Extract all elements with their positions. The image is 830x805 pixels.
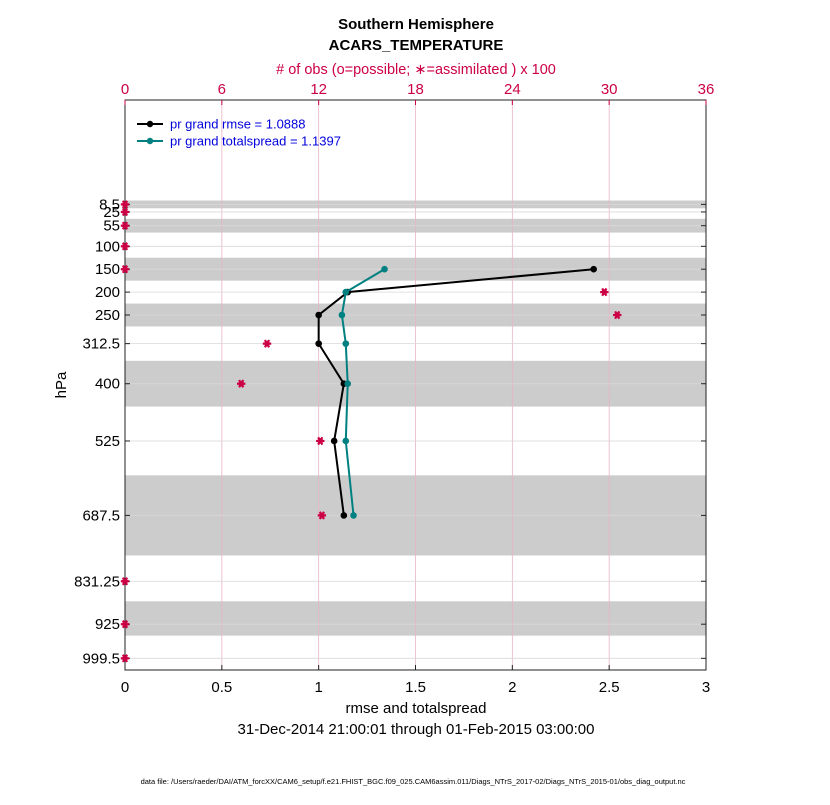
x-tick-label-2: 1	[314, 679, 322, 696]
axis-ticks	[124, 100, 707, 670]
top-axis-label: # of obs (o=possible; ∗=assimilated ) x …	[276, 62, 556, 78]
y-tick-label-8: 400	[95, 376, 120, 393]
obs-marker-11	[120, 577, 130, 586]
top-tick-labels: 0 6 12 18 24 30 36	[121, 81, 715, 98]
series-1-point-2	[338, 311, 346, 319]
legend-spread-label: pr grand totalspread = 1.1397	[170, 134, 341, 149]
x-tick-labels: 0 0.5 1 1.5 2 2.5 3	[121, 679, 710, 696]
top-tick-label-4: 24	[504, 81, 521, 98]
series-0-point-5	[330, 437, 338, 445]
y-tick-label-12: 925	[95, 616, 120, 633]
x-tick-label-4: 2	[508, 679, 516, 696]
obs-marker-10	[317, 511, 327, 520]
series-0-point-3	[315, 340, 322, 347]
chart-title: Southern Hemisphere	[338, 16, 494, 33]
legend-rmse-marker	[146, 120, 154, 128]
obs-marker-1	[120, 207, 130, 217]
date-range: 31-Dec-2014 21:00:01 through 01-Feb-2015…	[238, 721, 595, 738]
obs-marker-5	[600, 287, 609, 297]
obs-marker-0	[120, 200, 130, 209]
y-tick-label-11: 831.25	[74, 573, 120, 590]
data-series	[315, 265, 597, 519]
top-tick-label-5: 30	[601, 81, 618, 98]
y-tick-label-10: 687.5	[82, 507, 120, 524]
legend-spread-marker	[146, 137, 154, 145]
obs-marker-8	[237, 379, 246, 388]
top-tick-label-3: 18	[407, 81, 424, 98]
footnote: data file: /Users/raeder/DAI/ATM_forcXX/…	[141, 777, 686, 786]
x-tick-label-5: 2.5	[599, 679, 620, 696]
obs-count-markers	[120, 200, 622, 663]
y-tick-label-13: 999.5	[82, 650, 120, 667]
series-0-point-0	[590, 265, 597, 273]
y-tick-label-2: 55	[103, 218, 120, 235]
x-axis-label: rmse and totalspread	[346, 700, 487, 717]
legend-rmse-label: pr grand rmse = 1.0888	[170, 117, 306, 132]
obs-marker-13	[120, 654, 130, 663]
y-tick-label-6: 250	[95, 307, 120, 324]
obs-marker-7	[262, 339, 272, 348]
top-tick-label-1: 6	[218, 81, 226, 98]
y-tick-label-0: 8.5	[99, 196, 120, 213]
x-tick-label-0: 0	[121, 679, 129, 696]
y-tick-label-4: 150	[95, 261, 120, 278]
x-tick-label-3: 1.5	[405, 679, 426, 696]
series-0-point-2	[315, 311, 322, 319]
series-1-point-4	[344, 380, 352, 388]
y-axis-label: hPa	[53, 371, 70, 398]
legend: pr grand rmse = 1.0888 pr grand totalspr…	[137, 117, 341, 149]
y-tick-label-1: 25	[103, 204, 120, 221]
obs-marker-9	[316, 436, 325, 446]
obs-marker-4	[120, 265, 130, 274]
series-1-point-0	[381, 265, 388, 273]
top-tick-label-2: 12	[310, 81, 327, 98]
top-tick-label-0: 0	[121, 81, 129, 98]
y-tick-label-3: 100	[95, 238, 120, 255]
vertical-gridlines	[221, 100, 610, 670]
obs-marker-12	[120, 620, 130, 629]
obs-marker-6	[613, 310, 622, 320]
x-tick-label-6: 3	[702, 679, 710, 696]
horizontal-gridlines	[125, 203, 706, 659]
y-tick-label-5: 200	[95, 284, 120, 301]
obs-marker-3	[120, 242, 130, 251]
series-1-point-1	[342, 288, 350, 296]
series-1-point-5	[342, 437, 350, 445]
x-tick-label-1: 0.5	[211, 679, 232, 696]
y-tick-label-9: 525	[95, 433, 120, 450]
obs-marker-2	[120, 221, 130, 230]
series-0-point-6	[340, 512, 348, 519]
y-tick-label-7: 312.5	[82, 336, 120, 353]
chart-subtitle: ACARS_TEMPERATURE	[329, 37, 504, 54]
series-1-point-6	[350, 512, 357, 519]
series-1-point-3	[342, 340, 350, 347]
top-tick-label-6: 36	[698, 81, 715, 98]
